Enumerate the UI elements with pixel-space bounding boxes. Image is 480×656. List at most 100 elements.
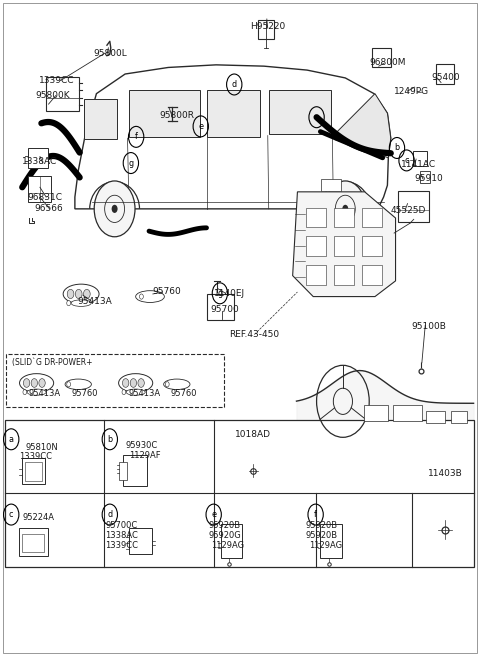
Text: 95930C: 95930C: [126, 441, 158, 450]
Text: 95800K: 95800K: [35, 91, 70, 100]
Ellipse shape: [63, 284, 99, 304]
Circle shape: [24, 379, 30, 387]
Bar: [120, 462, 127, 480]
Text: 1339CC: 1339CC: [39, 76, 75, 85]
Text: a: a: [9, 435, 14, 443]
Text: 95920B: 95920B: [305, 531, 337, 540]
Ellipse shape: [65, 379, 91, 390]
Bar: [5, 420, 474, 567]
Text: 95800L: 95800L: [93, 49, 127, 58]
Text: d: d: [232, 80, 237, 89]
Text: 95400: 95400: [432, 73, 460, 82]
Bar: [364, 405, 388, 421]
Text: g: g: [217, 289, 222, 298]
Text: 96800M: 96800M: [369, 58, 406, 68]
Bar: [123, 455, 147, 486]
Bar: [372, 48, 391, 68]
Bar: [207, 294, 234, 320]
Text: 95700: 95700: [210, 305, 239, 314]
Circle shape: [23, 390, 26, 395]
Polygon shape: [293, 192, 396, 297]
Bar: [321, 524, 342, 558]
Circle shape: [112, 205, 118, 213]
Text: d: d: [107, 510, 112, 519]
Bar: [269, 90, 331, 134]
Circle shape: [31, 379, 37, 387]
Bar: [361, 236, 382, 256]
Text: f: f: [314, 510, 317, 519]
Text: 95224A: 95224A: [23, 514, 55, 522]
Text: 1339CC: 1339CC: [105, 541, 138, 550]
Text: (SLID`G DR-POWER+: (SLID`G DR-POWER+: [12, 358, 93, 367]
Text: 95760: 95760: [152, 287, 180, 297]
Bar: [129, 527, 152, 554]
Circle shape: [165, 382, 169, 387]
Bar: [84, 99, 117, 140]
Text: 1129AG: 1129AG: [309, 541, 342, 550]
Text: 95920G: 95920G: [208, 531, 241, 540]
Bar: [28, 176, 51, 202]
Bar: [334, 236, 354, 256]
Text: f: f: [135, 133, 138, 141]
Text: 95760: 95760: [71, 389, 98, 398]
Text: b: b: [107, 435, 112, 443]
Circle shape: [130, 379, 137, 387]
Bar: [221, 524, 242, 558]
Bar: [129, 90, 200, 137]
Text: 95700C: 95700C: [105, 522, 137, 530]
Bar: [6, 354, 224, 407]
Circle shape: [84, 289, 90, 298]
Bar: [258, 20, 275, 39]
Text: REF.43-450: REF.43-450: [229, 330, 279, 339]
Bar: [46, 77, 79, 111]
Ellipse shape: [20, 374, 54, 392]
Bar: [393, 405, 422, 421]
Circle shape: [67, 289, 74, 298]
Text: 1141AC: 1141AC: [401, 160, 436, 169]
Text: H95220: H95220: [250, 22, 286, 31]
Circle shape: [138, 379, 144, 387]
Bar: [306, 265, 326, 285]
Text: 95100B: 95100B: [412, 322, 446, 331]
Bar: [361, 207, 382, 227]
Text: 95910: 95910: [415, 174, 444, 183]
Text: g: g: [128, 159, 133, 167]
Circle shape: [325, 181, 366, 237]
Text: 1140EJ: 1140EJ: [214, 289, 245, 298]
Text: 11403B: 11403B: [429, 469, 463, 478]
Bar: [398, 190, 429, 222]
Circle shape: [67, 382, 71, 387]
Polygon shape: [75, 65, 391, 209]
Bar: [334, 207, 354, 227]
Ellipse shape: [136, 291, 164, 302]
Text: e: e: [211, 510, 216, 519]
Text: 96566: 96566: [34, 205, 63, 213]
Text: 95920B: 95920B: [305, 522, 337, 530]
Bar: [28, 148, 48, 168]
Ellipse shape: [126, 389, 145, 396]
Bar: [22, 458, 45, 483]
Text: 1338AC: 1338AC: [105, 531, 138, 540]
Bar: [322, 178, 340, 190]
Bar: [19, 528, 48, 556]
Polygon shape: [333, 94, 391, 158]
Circle shape: [140, 294, 144, 299]
Text: 45525D: 45525D: [391, 206, 426, 215]
Bar: [24, 462, 42, 482]
Text: 1338AC: 1338AC: [22, 157, 58, 165]
Bar: [334, 265, 354, 285]
Bar: [426, 411, 445, 423]
Text: 95920B: 95920B: [209, 522, 241, 530]
Text: 96831C: 96831C: [27, 193, 62, 201]
Bar: [361, 265, 382, 285]
Text: c: c: [9, 510, 13, 519]
Circle shape: [342, 205, 348, 213]
Text: 1018AD: 1018AD: [235, 430, 271, 439]
Circle shape: [39, 379, 45, 387]
Text: a: a: [314, 113, 319, 122]
Text: 1339CC: 1339CC: [19, 453, 52, 461]
Text: 95760: 95760: [170, 389, 197, 398]
Text: b: b: [395, 144, 399, 152]
Ellipse shape: [71, 300, 91, 306]
Bar: [436, 64, 455, 85]
